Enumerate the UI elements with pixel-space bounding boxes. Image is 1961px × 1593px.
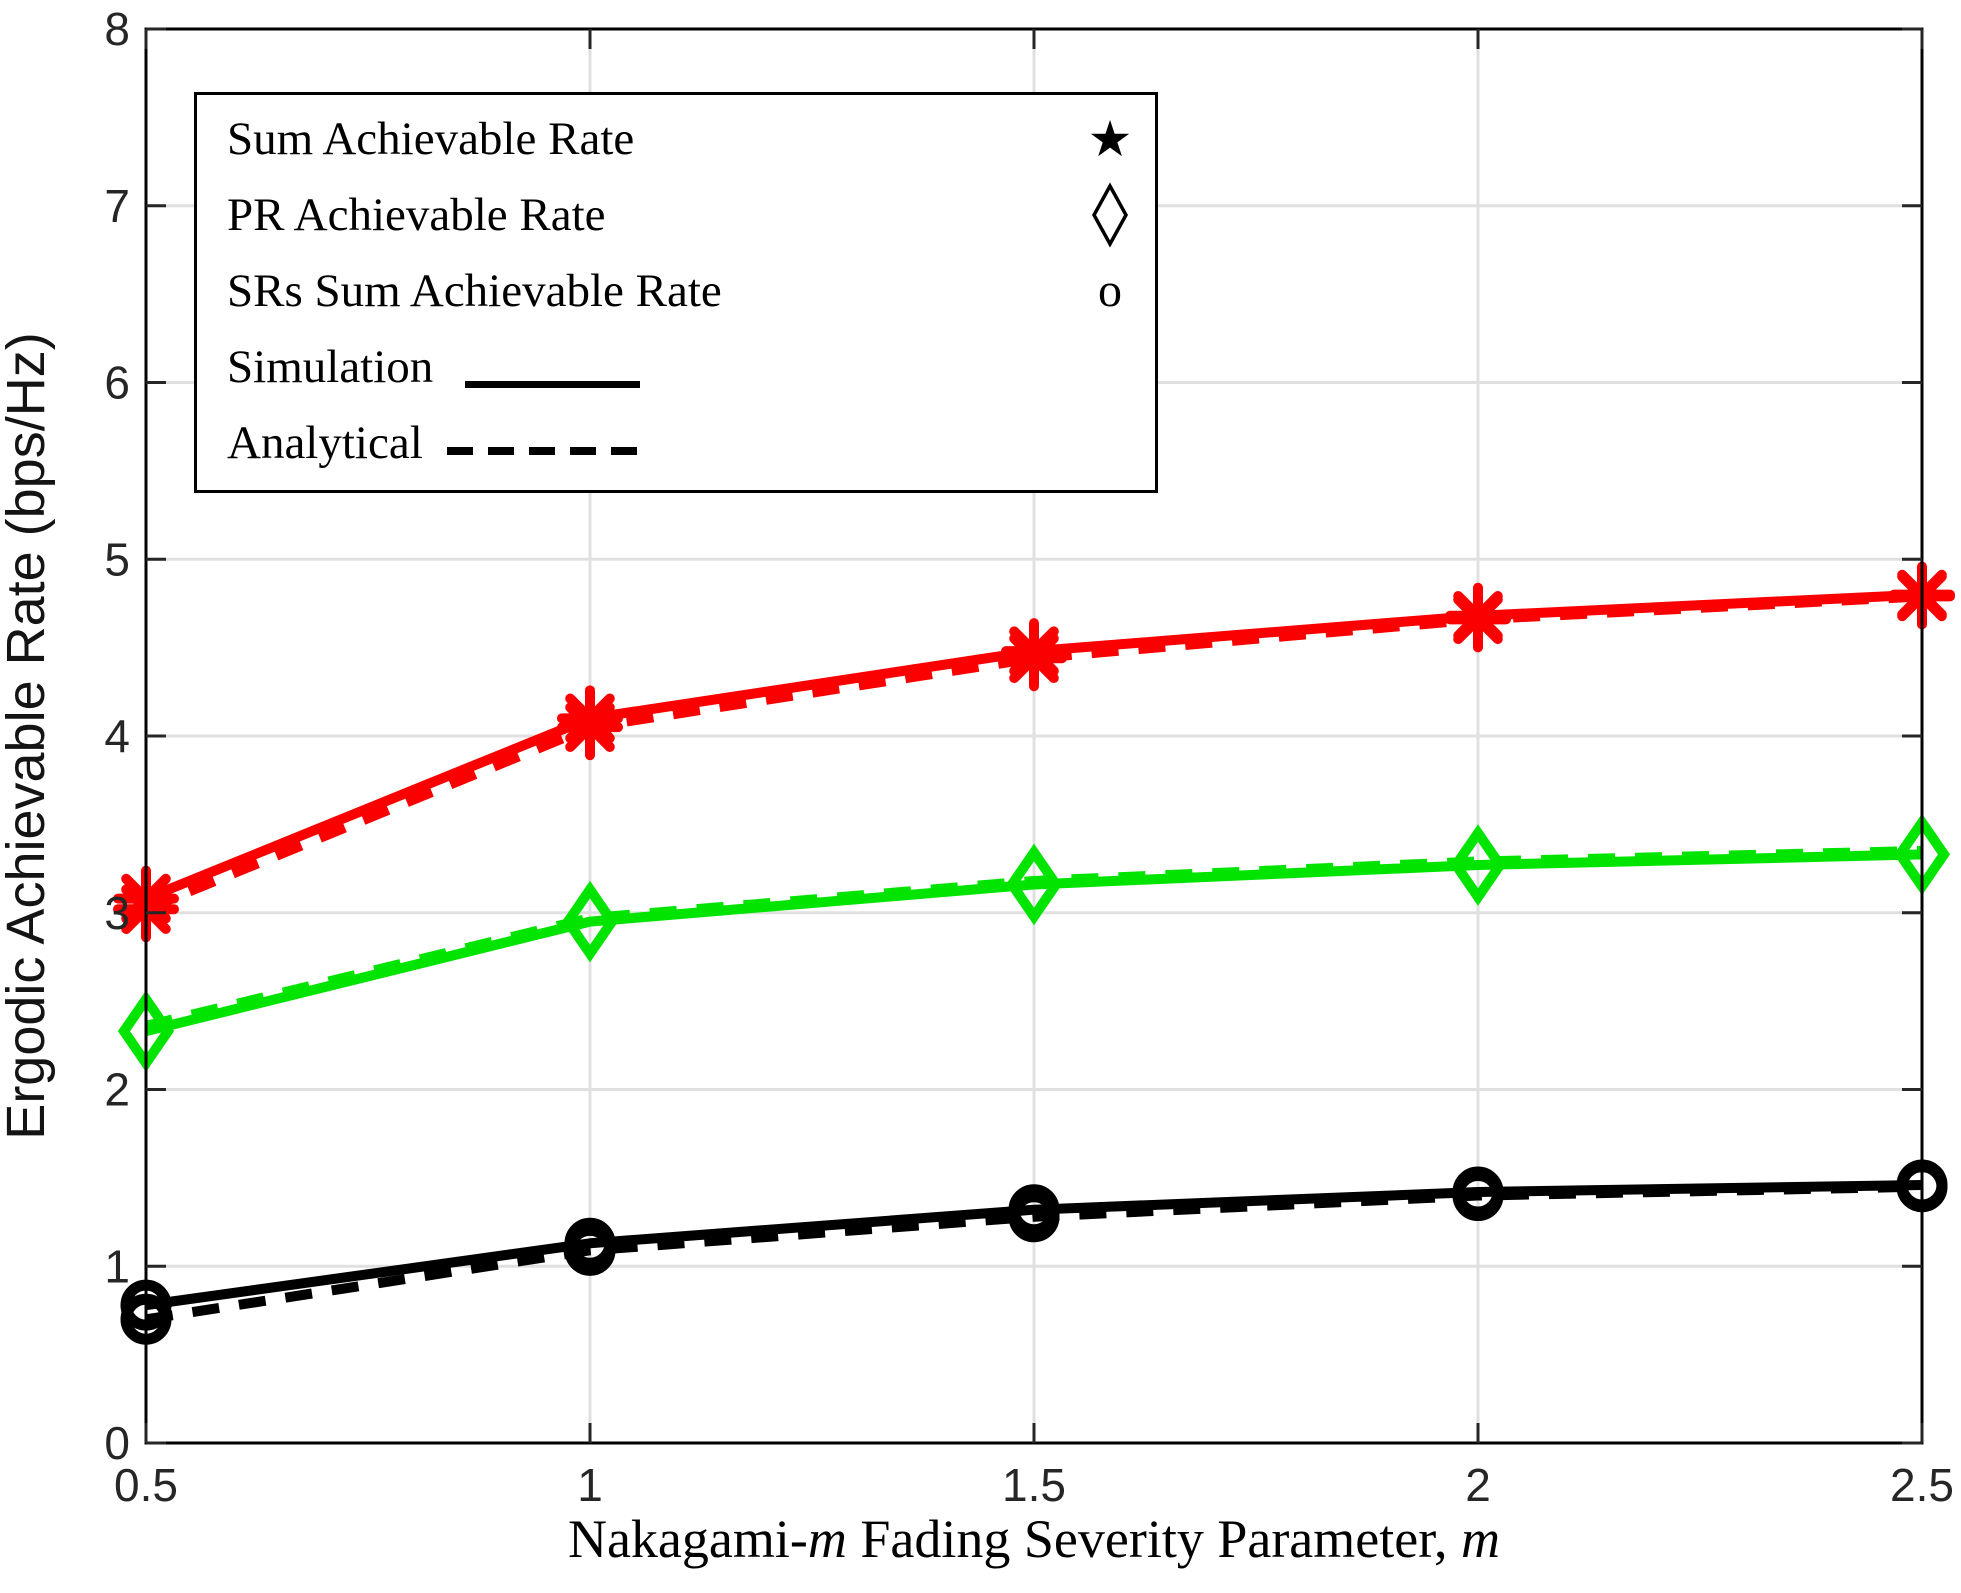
diamond-marker	[561, 880, 619, 963]
y-tick-labels: 0 1 2 3 4 5 6 7 8	[104, 3, 130, 1469]
star-marker-icon: ★	[1087, 111, 1133, 167]
dashed-line-sample	[446, 447, 637, 455]
y-tick-label: 4	[104, 710, 130, 762]
series-line-1	[144, 849, 1923, 1037]
x-tick-label: 2.5	[1890, 1459, 1954, 1511]
legend-label-analytical: Analytical	[227, 416, 423, 469]
y-tick-label: 3	[104, 887, 130, 939]
circle-marker-icon: o	[1098, 264, 1122, 317]
diamond-marker	[1005, 843, 1063, 926]
legend: Sum Achievable Rate ★ PR Achievable Rate…	[194, 92, 1158, 493]
series-markers	[113, 561, 1955, 1345]
legend-row-analytical: Analytical	[197, 405, 1155, 481]
asterisk-marker	[1001, 625, 1067, 692]
solid-line-sample	[465, 380, 641, 388]
tick-marks	[144, 27, 1924, 1445]
series-line-3	[144, 591, 1923, 914]
circle-marker	[1452, 1170, 1504, 1222]
x-axis-title: Nakagami-m Fading Severity Parameter, m	[568, 1509, 1500, 1569]
y-tick-label: 8	[104, 3, 130, 55]
legend-row-pr-rate: PR Achievable Rate	[197, 177, 1155, 253]
y-tick-label: 5	[104, 533, 130, 585]
diamond-marker	[1449, 824, 1507, 906]
y-axis-title: Ergodic Achievable Rate (bps/Hz)	[0, 332, 56, 1139]
y-tick-label: 2	[104, 1064, 130, 1116]
y-tick-label: 7	[104, 180, 130, 232]
circle-marker	[1008, 1191, 1060, 1243]
y-tick-label: 6	[104, 357, 130, 409]
legend-label-pr-rate: PR Achievable Rate	[227, 188, 606, 241]
series-lines	[144, 589, 1923, 1325]
legend-row-simulation: Simulation	[197, 329, 1155, 405]
circle-marker	[564, 1224, 616, 1276]
x-tick-labels: 0.5 1 1.5 2 2.5	[114, 1459, 1954, 1511]
y-tick-label: 1	[104, 1240, 130, 1292]
x-tick-label: 1	[577, 1459, 603, 1511]
legend-row-srs-rate: SRs Sum Achievable Rate o	[197, 253, 1155, 329]
x-tick-label: 1.5	[1002, 1459, 1066, 1511]
legend-label-srs-rate: SRs Sum Achievable Rate	[227, 264, 722, 317]
asterisk-marker	[1445, 586, 1511, 653]
x-tick-label: 2	[1465, 1459, 1491, 1511]
x-tick-label: 0.5	[114, 1459, 178, 1511]
asterisk-marker	[557, 694, 623, 761]
series-line-4	[145, 1179, 1923, 1311]
diamond-marker-icon	[1070, 182, 1150, 248]
y-tick-label: 0	[104, 1417, 130, 1469]
legend-row-sum-rate: Sum Achievable Rate ★	[197, 101, 1155, 177]
legend-label-sum-rate: Sum Achievable Rate	[227, 112, 635, 165]
legend-label-simulation: Simulation	[227, 340, 434, 393]
series-line-5	[145, 1181, 1923, 1325]
